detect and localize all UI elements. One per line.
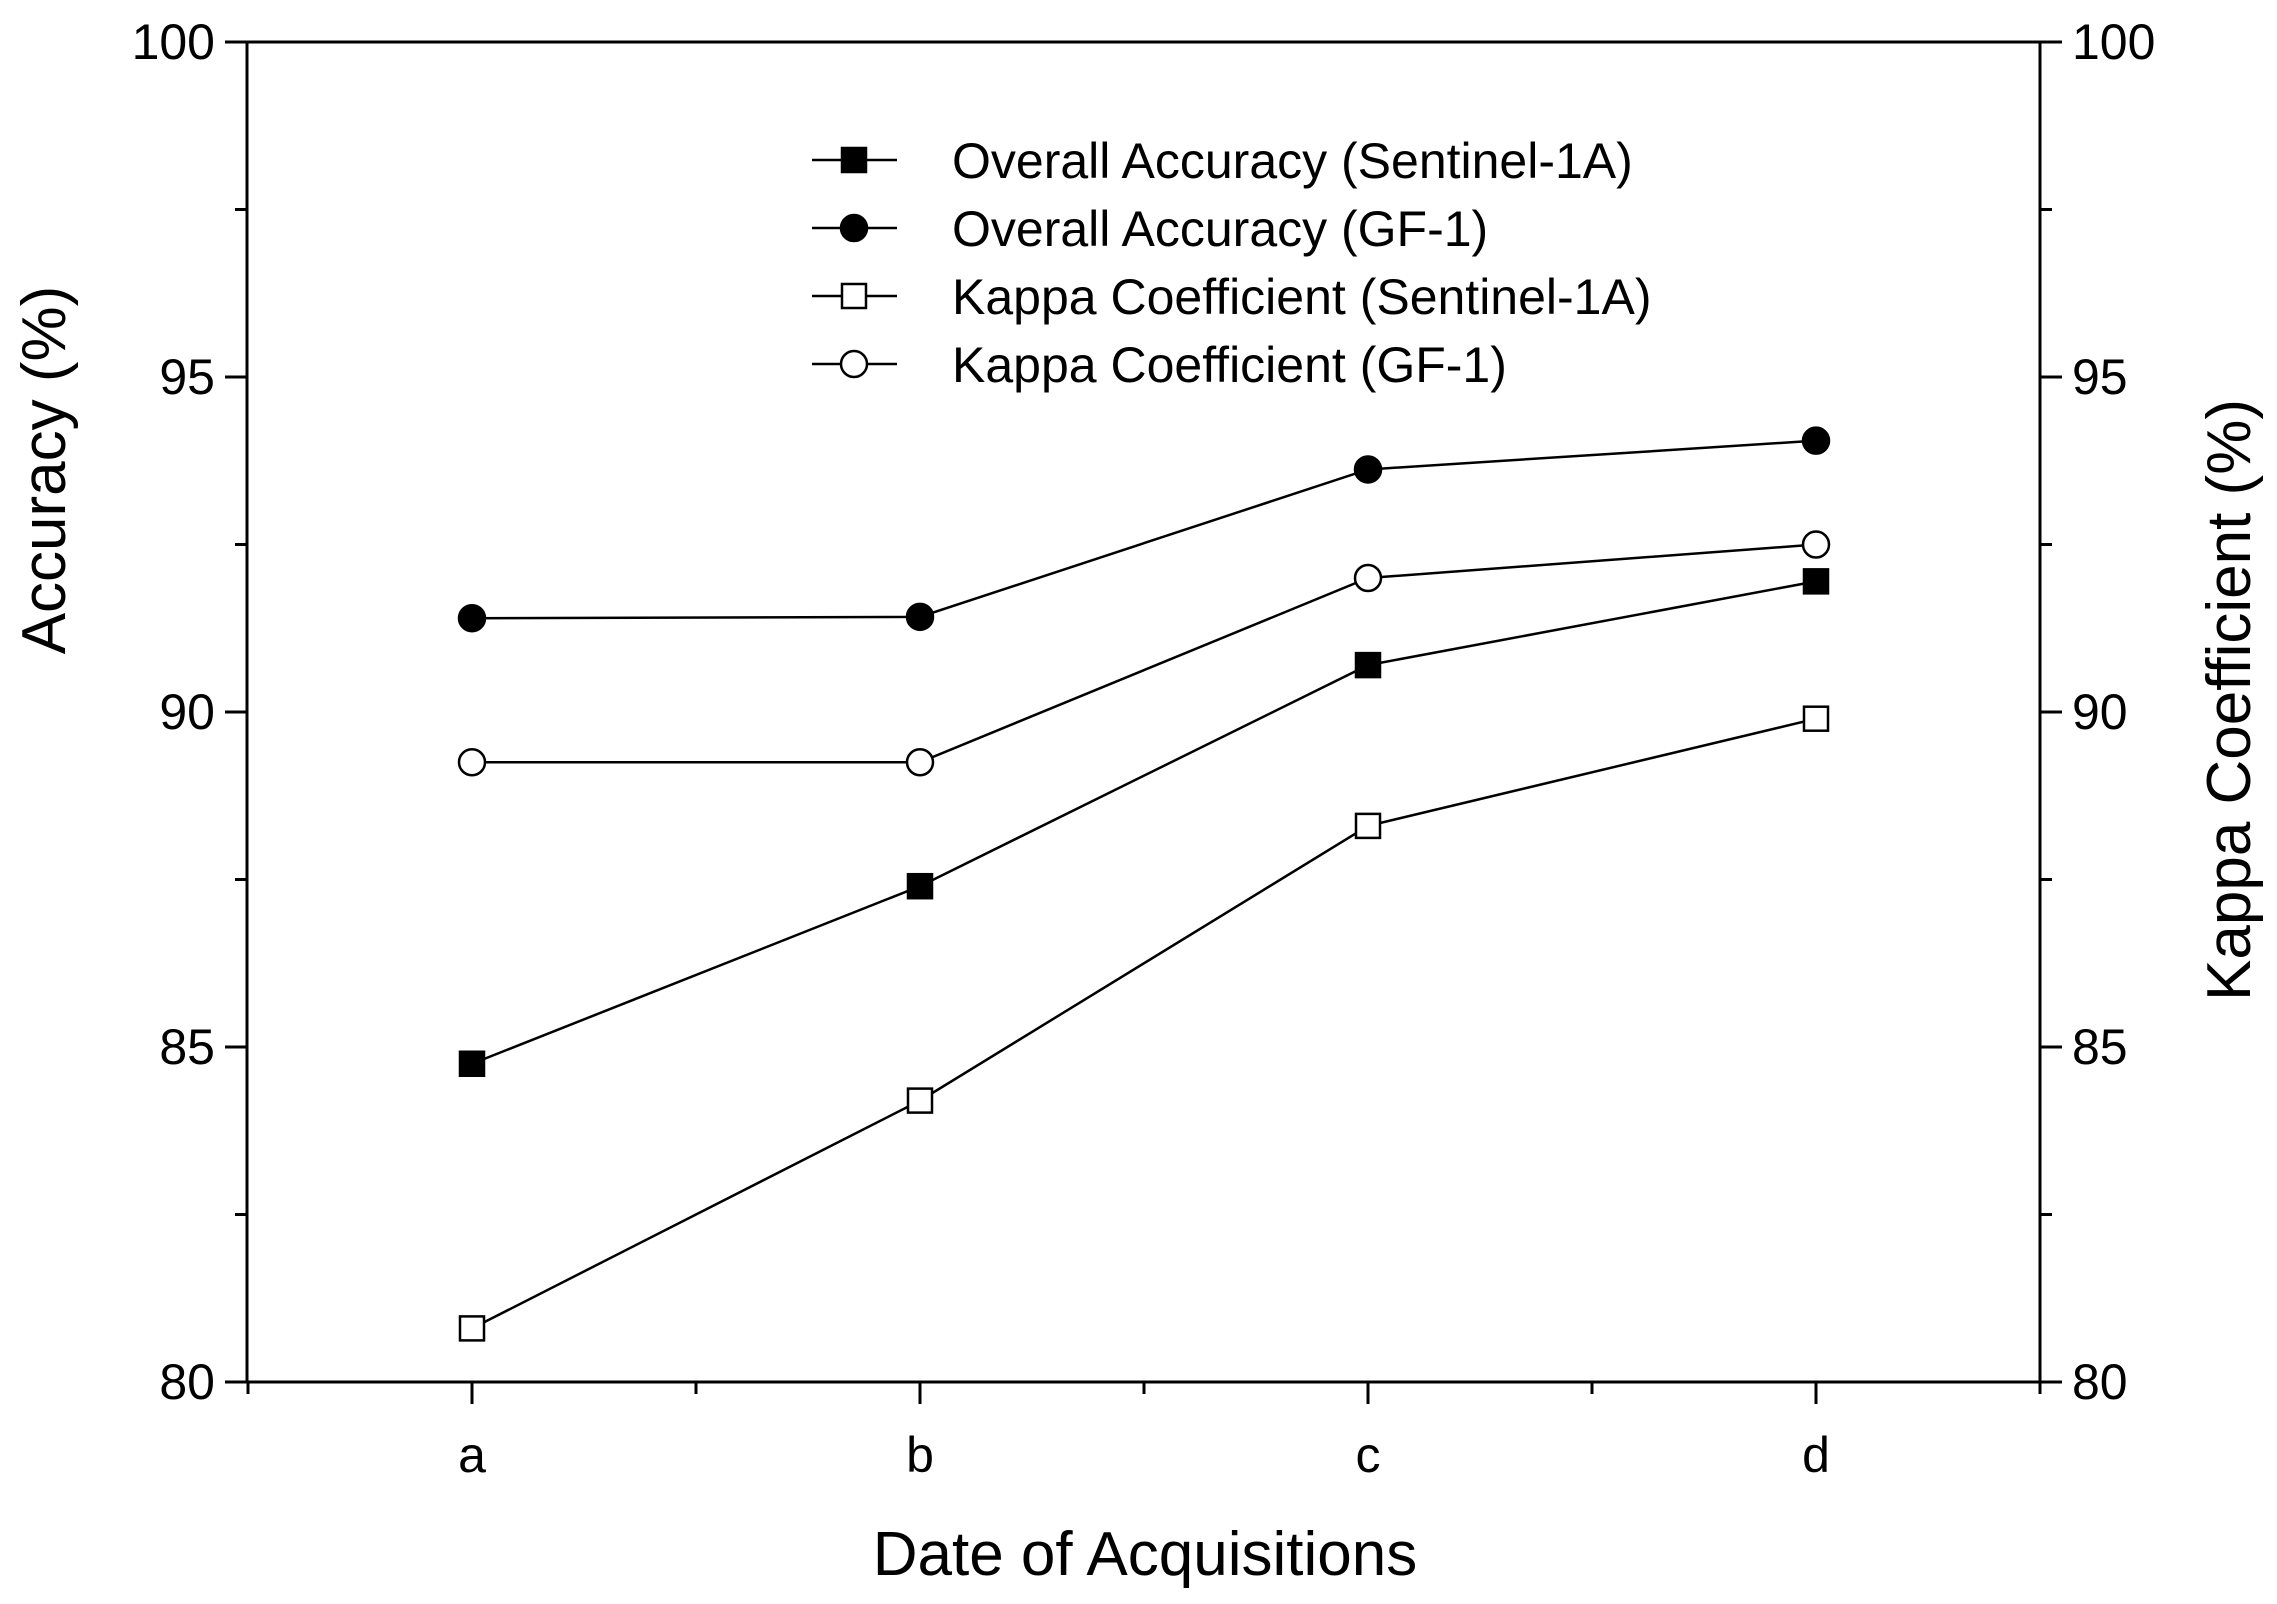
series-1 [458,568,1830,1077]
data-point [1353,455,1383,484]
legend-marker [839,349,869,379]
y-tick-label: 80 [159,1354,215,1410]
data-point [458,1315,486,1342]
legend: Overall Accuracy (Sentinel-1A) Overall Ac… [812,133,1652,393]
legend-marker [840,146,868,174]
y-tick-label: 95 [159,349,215,405]
x-tick-label: a [458,1427,486,1483]
x-tick-label: c [1356,1427,1381,1483]
axes: 80 85 90 95 100 80 85 90 95 100 a b c d [132,14,2156,1483]
data-point [1353,563,1383,593]
y2-axis-title: Kappa Coefficient (%) [2195,399,2264,1001]
legend-item: Kappa Coefficient (GF-1) [812,337,1507,393]
data-point [905,602,935,632]
series-2 [457,426,1831,633]
data-point [1354,651,1382,679]
legend-label: Overall Accuracy (Sentinel-1A) [952,133,1633,189]
data-point [906,872,934,900]
y2-tick-label: 95 [2072,349,2128,405]
x-axis-title: Date of Acquisitions [873,1520,1418,1589]
y-tick-label: 85 [159,1019,215,1075]
data-point [905,748,935,777]
y2-tick-label: 80 [2072,1354,2128,1410]
y-axis-title: Accuracy (%) [10,286,79,655]
data-point [1802,568,1830,595]
series-line [471,717,1817,1330]
legend-label: Kappa Coefficient (Sentinel-1A) [952,269,1652,325]
series-line [472,543,1817,764]
series-3 [458,705,1830,1342]
y2-tick-label: 90 [2072,684,2128,740]
series-line [471,439,1817,620]
legend-label: Overall Accuracy (GF-1) [952,201,1488,257]
data-point [906,1087,934,1114]
legend-item: Overall Accuracy (GF-1) [812,201,1488,257]
legend-marker [840,282,868,310]
legend-item: Overall Accuracy (Sentinel-1A) [812,133,1633,189]
data-point [1354,812,1382,840]
legend-label: Kappa Coefficient (GF-1) [952,337,1507,393]
legend-item: Kappa Coefficient (Sentinel-1A) [812,269,1652,325]
data-point [1801,426,1831,455]
series-4 [457,530,1831,777]
y2-tick-label: 85 [2072,1019,2128,1075]
y-tick-label: 90 [159,684,215,740]
series-layer [457,426,1831,1342]
data-point [1801,530,1831,559]
series-line [471,580,1817,1065]
data-point [457,603,487,633]
data-point [458,1050,486,1077]
y2-tick-label: 100 [2072,14,2155,70]
y-tick-label: 100 [132,14,215,70]
x-tick-label: b [906,1427,934,1483]
x-tick-label: d [1802,1427,1830,1483]
data-point [1802,705,1830,732]
data-point [457,748,487,777]
legend-marker [839,213,869,243]
